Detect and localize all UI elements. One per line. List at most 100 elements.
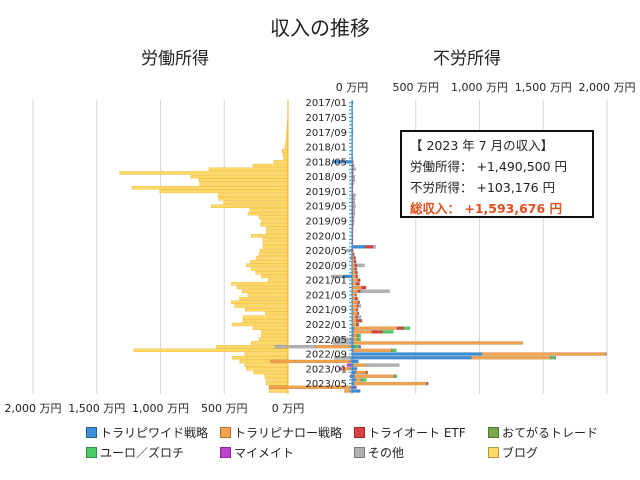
bar-narrow bbox=[352, 315, 357, 319]
bar-blog bbox=[133, 348, 289, 353]
bar-euro bbox=[357, 337, 361, 341]
legend-label: マイメイト bbox=[234, 446, 295, 460]
category-label: 2017/05 bbox=[305, 113, 347, 124]
bar-blog bbox=[251, 267, 289, 271]
bar-narrow bbox=[352, 285, 362, 290]
bar-other bbox=[352, 171, 354, 175]
bar-blog bbox=[119, 171, 289, 175]
bar-etf bbox=[354, 267, 358, 271]
legend-item-other: その他 bbox=[354, 444, 404, 461]
bar-blog bbox=[250, 259, 289, 264]
bar-narrow bbox=[352, 300, 358, 304]
bar-blog bbox=[249, 208, 289, 212]
bar-narrow bbox=[353, 337, 358, 341]
category-label: 2020/09 bbox=[305, 261, 347, 272]
bar-blog bbox=[217, 193, 289, 197]
bar-wide bbox=[351, 367, 358, 371]
bar-blog bbox=[252, 326, 289, 330]
category-label: 2021/09 bbox=[305, 305, 347, 316]
bar-mymate bbox=[554, 356, 556, 360]
bar-blog bbox=[267, 278, 289, 282]
category-label: 2019/05 bbox=[305, 202, 347, 213]
bar-etf bbox=[354, 293, 357, 297]
category-label: 2022/05 bbox=[305, 335, 347, 346]
bar-blog bbox=[244, 363, 289, 367]
bar-otegaru bbox=[357, 322, 360, 327]
bar-blog bbox=[131, 186, 289, 190]
left-panel-title: 労働所得 bbox=[141, 49, 209, 69]
right-axis-tick-label: 2,000 万円 bbox=[579, 81, 636, 94]
bar-wide bbox=[351, 356, 472, 360]
bar-mymate bbox=[339, 367, 342, 371]
bar-blog bbox=[208, 167, 289, 171]
bar-etf bbox=[357, 278, 361, 282]
bar-blog bbox=[261, 330, 289, 334]
bar-other bbox=[358, 304, 362, 308]
bar-euro bbox=[382, 330, 394, 334]
bar-euro bbox=[361, 378, 367, 382]
bar-other bbox=[357, 315, 362, 319]
category-label: 2017/09 bbox=[305, 128, 347, 139]
legend-swatch bbox=[86, 447, 97, 458]
bar-other bbox=[274, 344, 316, 349]
bar-narrow bbox=[352, 296, 356, 301]
bar-blog bbox=[239, 296, 289, 301]
legend-item-etf: トライオート ETF bbox=[354, 424, 466, 441]
legend-swatch bbox=[220, 427, 231, 438]
right-axis-tick-label: 1,000 万円 bbox=[451, 81, 508, 94]
bar-other bbox=[352, 182, 354, 186]
left-axis-tick-label: 2,000 万円 bbox=[5, 402, 62, 415]
bar-narrow bbox=[353, 330, 372, 334]
bar-other bbox=[352, 222, 354, 227]
bar-narrow bbox=[352, 259, 355, 264]
category-label: 2021/05 bbox=[305, 290, 347, 301]
legend-item-euro: ユーロ／ズロチ bbox=[86, 444, 184, 461]
bar-narrow bbox=[355, 378, 362, 382]
bar-blog bbox=[262, 237, 289, 242]
bar-blog bbox=[260, 248, 289, 253]
bar-blog bbox=[283, 156, 289, 160]
bar-other bbox=[352, 200, 356, 205]
bar-wide bbox=[351, 352, 483, 356]
bar-mymate bbox=[427, 381, 429, 386]
bar-etf bbox=[355, 271, 358, 275]
bar-other bbox=[365, 363, 400, 367]
category-label: 2022/01 bbox=[305, 320, 347, 331]
bar-etf bbox=[357, 300, 360, 304]
category-label: 2018/01 bbox=[305, 143, 347, 154]
bar-mymate bbox=[354, 385, 357, 390]
category-label: 2021/01 bbox=[305, 276, 347, 287]
bar-narrow bbox=[352, 278, 358, 282]
bar-blog bbox=[258, 215, 289, 219]
bar-blog bbox=[261, 274, 289, 279]
bar-blog bbox=[246, 367, 289, 371]
bar-blog bbox=[256, 256, 289, 260]
bar-narrow bbox=[353, 326, 398, 330]
income-summary-box: 【 2023 年 7 月の収入】 労働所得： +1,490,500 円 不労所得… bbox=[400, 130, 594, 218]
bar-blog bbox=[252, 163, 289, 168]
bar-blog bbox=[231, 356, 289, 360]
category-label: 2017/01 bbox=[305, 98, 347, 109]
bar-other bbox=[352, 167, 356, 171]
bar-blog bbox=[261, 333, 289, 338]
legend-swatch bbox=[354, 447, 365, 458]
bar-blog bbox=[218, 197, 289, 201]
legend-label: ブログ bbox=[502, 446, 539, 460]
bar-etf bbox=[356, 282, 360, 286]
bar-blog bbox=[265, 378, 289, 382]
bar-narrow bbox=[353, 363, 367, 367]
bar-blog bbox=[244, 352, 289, 356]
legend-label: トラリピワイド戦略 bbox=[100, 426, 209, 440]
bar-etf bbox=[354, 296, 358, 301]
bar-euro bbox=[403, 326, 411, 330]
category-label: 2019/01 bbox=[305, 187, 347, 198]
bar-narrow bbox=[471, 356, 551, 360]
right-axis-tick-label: 1,500 万円 bbox=[515, 81, 572, 94]
legend-label: トラリピナロー戦略 bbox=[234, 426, 343, 440]
legend-swatch bbox=[488, 447, 499, 458]
bar-other bbox=[352, 174, 356, 179]
bar-narrow bbox=[354, 374, 395, 378]
bar-blog bbox=[251, 234, 289, 238]
bar-blog bbox=[262, 241, 289, 245]
bar-other bbox=[360, 289, 390, 293]
